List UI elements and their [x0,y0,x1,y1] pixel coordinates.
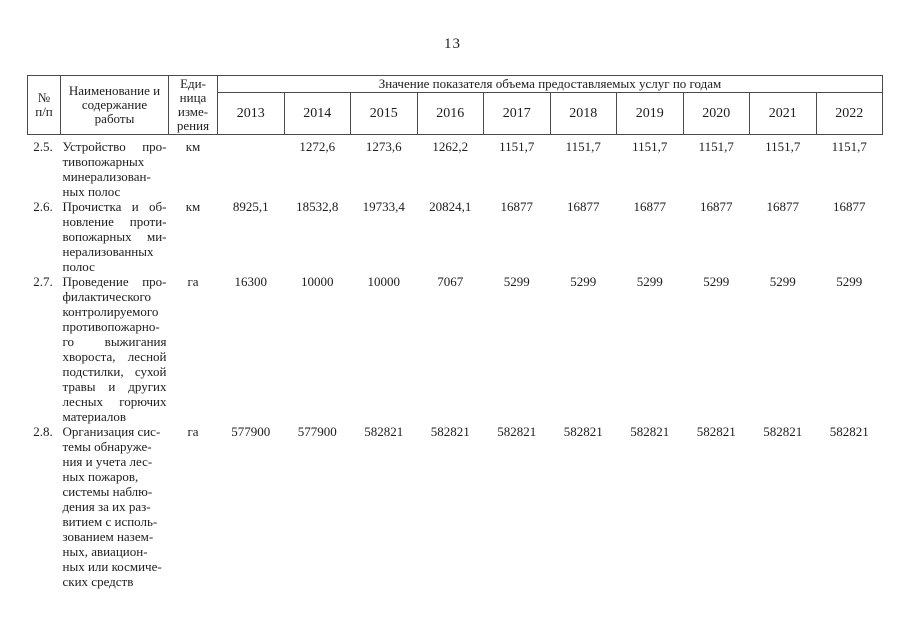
value-cell: 5299 [769,274,796,289]
value-cell: 16877 [567,199,600,214]
col-header-year: 2015 [350,92,418,135]
value-cell: 16877 [766,199,800,214]
value-cell: 16300 [234,274,268,289]
row-number: 2.5. [33,139,53,154]
value-cell: 1262,2 [432,139,469,154]
row-number: 2.8. [33,424,53,439]
work-name: Устройство про-тивопожарных минерализован… [62,139,167,199]
value-cell: 582821 [829,424,869,439]
value-cell: 1151,7 [831,139,867,154]
unit-cell: га [187,424,199,439]
value-cell: 19733,4 [362,199,405,214]
value-cell: 5299 [703,274,730,289]
unit-cell: км [185,199,201,214]
value-cell: 20824,1 [429,199,472,214]
row-number: 2.6. [33,199,53,214]
value-cell: 7067 [437,274,464,289]
value-cell: 582821 [696,424,736,439]
value-cell [218,135,285,200]
work-name: Организация сис-темы обнаруже-ния и учет… [62,424,162,589]
col-header-year: 2019 [616,92,684,135]
services-volume-table: № п/п Наименование и содержание работы Еди-… [27,74,883,589]
work-name: Проведение про-филактического контролируе… [62,274,167,424]
value-cell: 5299 [503,274,530,289]
value-cell: 16877 [833,199,866,214]
table-row: 2.5. Устройство про-тивопожарных минерали… [28,135,883,200]
col-header-year: 2020 [682,92,750,135]
table-row: 2.7. Проведение про-филактического контро… [28,274,883,424]
value-cell: 582821 [364,424,404,439]
value-cell: 16877 [500,199,534,214]
value-cell: 577900 [297,424,337,439]
header-cell-value-span: Значение показателя объема предоставляем… [217,74,883,94]
value-cell: 5299 [570,274,597,289]
table-row: 2.8. Организация сис-темы обнаруже-ния и… [28,424,883,589]
table-row: 2.6. Прочистка и об-новление проти-вопож… [28,199,883,274]
header-cell-unit: Еди-ница изме-рения [168,75,218,135]
value-cell: 1151,7 [499,139,535,154]
work-name: Прочистка и об-новление проти-вопожарных… [62,199,167,274]
col-header-year: 2014 [283,92,351,135]
value-cell: 1273,6 [365,139,402,154]
table-header: № п/п Наименование и содержание работы Еди-… [27,74,883,135]
header-cell-work-name: Наименование и содержание работы [60,75,169,135]
value-cell: 582821 [763,424,803,439]
value-cell: 16877 [700,199,733,214]
value-cell: 1151,7 [765,139,801,154]
col-header-year: 2022 [815,92,883,135]
col-header-year: 2017 [483,92,551,135]
value-cell: 5299 [636,274,663,289]
table-body: 2.5. Устройство про-тивопожарных минерали… [28,135,883,589]
page-number: 13 [444,36,461,52]
value-cell: 1272,6 [299,139,336,154]
value-cell: 10000 [367,274,401,289]
col-header-year: 2018 [549,92,617,135]
value-cell: 16877 [633,199,667,214]
value-cell: 5299 [836,274,863,289]
value-cell: 582821 [563,424,603,439]
value-cell: 1151,7 [565,139,601,154]
value-cell: 8925,1 [232,199,269,214]
value-cell: 1151,7 [698,139,734,154]
value-cell: 577900 [231,424,271,439]
value-cell: 582821 [630,424,670,439]
value-cell: 18532,8 [296,199,339,214]
unit-cell: км [185,139,201,154]
header-cell-row-number: № п/п [27,75,61,135]
row-number: 2.7. [33,274,53,289]
unit-cell: га [187,274,199,289]
value-cell: 582821 [430,424,470,439]
col-header-year: 2016 [416,92,484,135]
col-header-year: 2021 [749,92,817,135]
col-header-year: 2013 [217,92,285,135]
value-cell: 1151,7 [632,139,668,154]
value-cell: 10000 [301,274,334,289]
value-cell: 582821 [497,424,537,439]
